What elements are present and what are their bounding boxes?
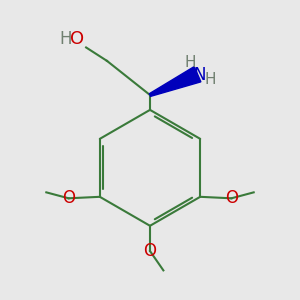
Text: H: H [184, 55, 196, 70]
Text: O: O [143, 242, 157, 260]
Text: H: H [205, 72, 216, 87]
Text: O: O [70, 29, 84, 47]
Text: H: H [59, 29, 71, 47]
Polygon shape [149, 67, 201, 96]
Text: O: O [62, 189, 75, 207]
Text: O: O [225, 189, 238, 207]
Text: N: N [194, 66, 206, 84]
